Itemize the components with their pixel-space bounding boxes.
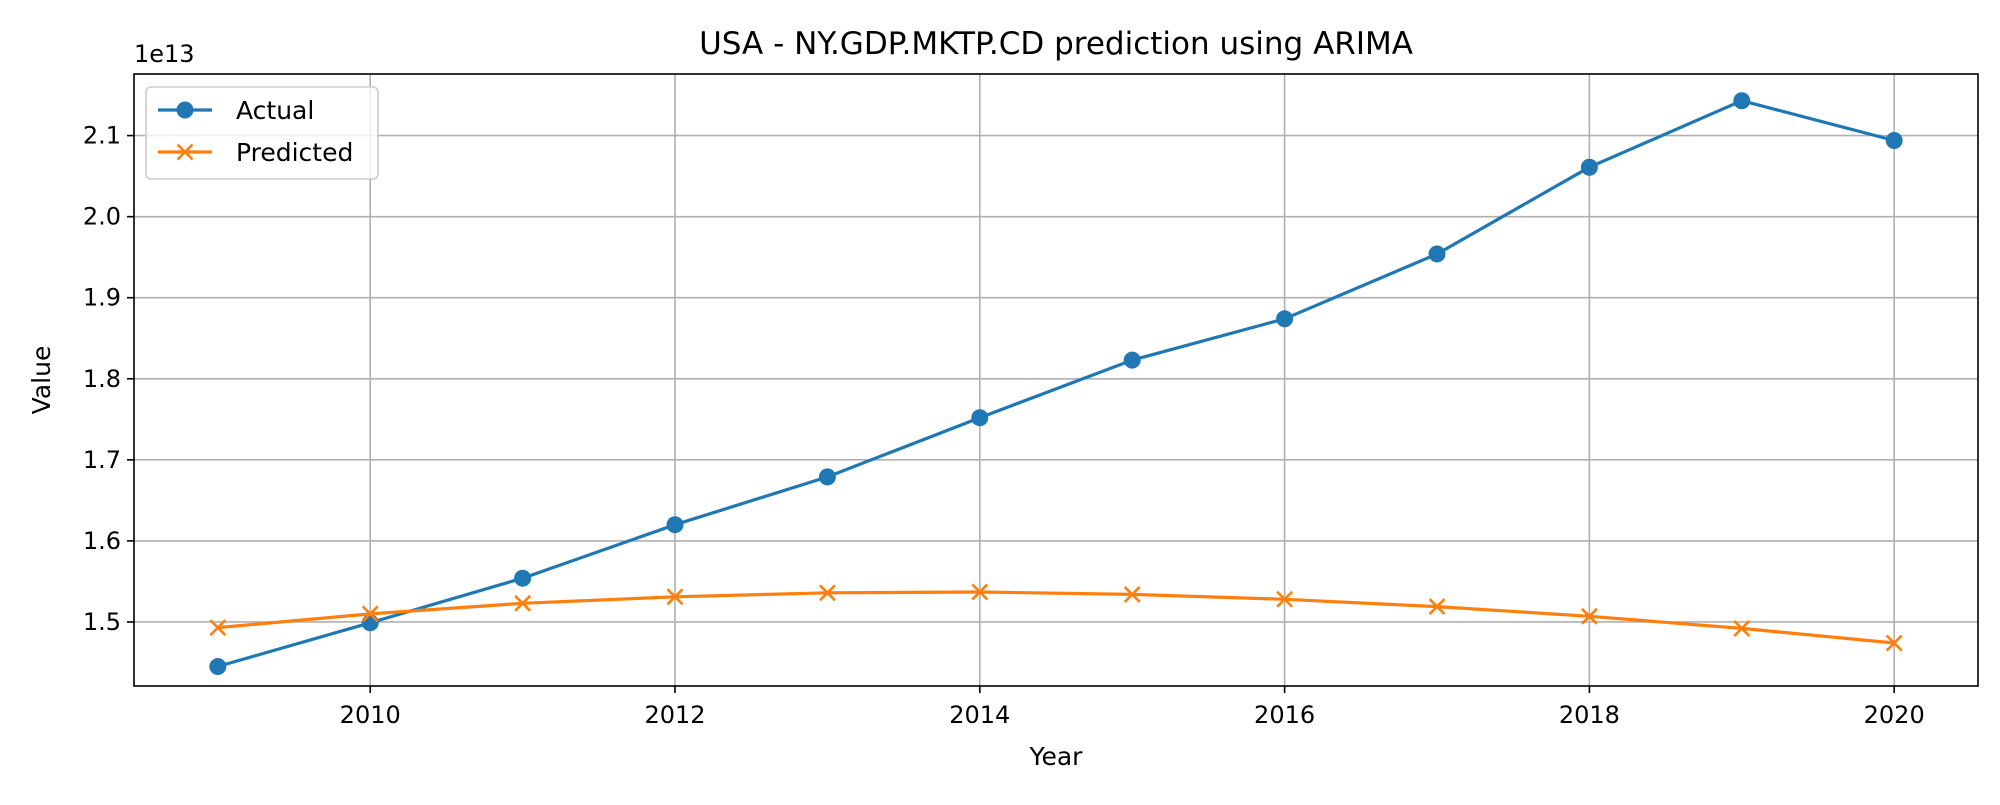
- x-tick-label: 2014: [949, 701, 1010, 729]
- y-tick-label: 1.5: [83, 608, 121, 636]
- predicted-point: [209, 619, 227, 637]
- predicted-line: [217, 590, 1895, 645]
- predicted-point: [666, 588, 684, 606]
- predicted-point: [1580, 607, 1598, 625]
- y-tick-label: 1.7: [83, 446, 121, 474]
- predicted-point: [1428, 598, 1446, 615]
- legend: Actual Predicted: [145, 86, 379, 180]
- predicted-point: [971, 583, 989, 601]
- x-tick-label: 2012: [644, 701, 705, 729]
- y-tick-label: 1.8: [83, 365, 121, 393]
- axis-ticks: 2010 2012 2014 2016 2018 2020 1.5 1.6 1.7 1.8 1.9 2…: [83, 122, 1925, 729]
- actual-point: [666, 516, 684, 534]
- predicted-point: [361, 605, 379, 623]
- x-tick-label: 2016: [1254, 701, 1315, 729]
- x-tick-label: 2020: [1864, 701, 1925, 729]
- actual-point: [1276, 310, 1294, 328]
- predicted-point: [514, 594, 532, 612]
- actual-point: [818, 468, 836, 486]
- legend-actual-label: Actual: [236, 96, 314, 125]
- y-axis-offset-label: 1e13: [134, 40, 195, 68]
- actual-point: [514, 569, 532, 587]
- legend-predicted-marker: [176, 143, 194, 161]
- actual-line: [217, 99, 1895, 669]
- actual-point: [1123, 351, 1141, 369]
- chart-title: USA - NY.GDP.MKTP.CD prediction using AR…: [699, 26, 1413, 62]
- actual-point: [971, 409, 989, 427]
- plot-series: [209, 92, 1903, 676]
- predicted-point: [818, 584, 836, 602]
- actual-point: [1733, 92, 1751, 110]
- plot-frame: [133, 73, 1979, 687]
- actual-point: [1428, 245, 1446, 263]
- actual-point: [361, 614, 379, 632]
- y-axis-label: Value: [27, 346, 56, 415]
- predicted-point: [1276, 590, 1294, 608]
- actual-point: [1580, 158, 1598, 176]
- y-tick-label: 1.6: [83, 527, 121, 555]
- predicted-point: [1885, 634, 1903, 652]
- x-tick-label: 2018: [1559, 701, 1620, 729]
- predicted-point: [1733, 620, 1751, 637]
- actual-point: [1885, 131, 1903, 149]
- x-axis-label: Year: [1029, 742, 1084, 771]
- predicted-point: [1123, 585, 1141, 603]
- y-tick-label: 2.0: [83, 203, 121, 231]
- legend-actual-marker: [176, 101, 194, 119]
- x-tick-label: 2010: [340, 701, 401, 729]
- actual-point: [209, 658, 227, 676]
- y-tick-label: 1.9: [83, 284, 121, 312]
- y-tick-label: 2.1: [83, 122, 121, 150]
- legend-predicted-label: Predicted: [236, 138, 353, 167]
